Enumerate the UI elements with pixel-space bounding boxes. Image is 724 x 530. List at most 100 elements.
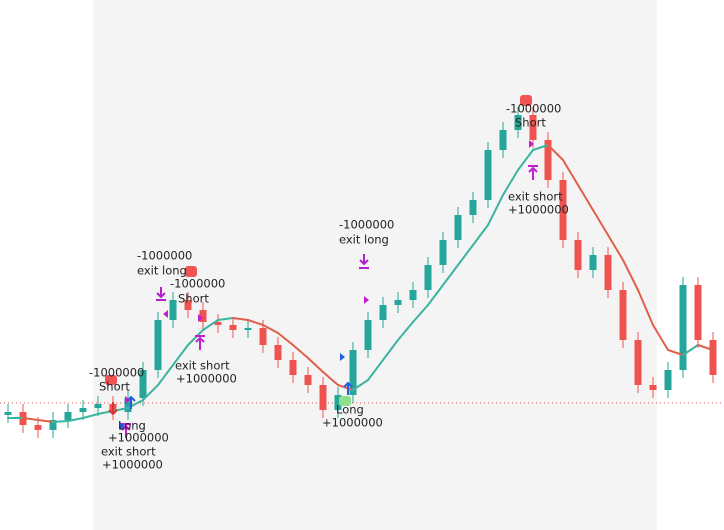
moving-average [607, 234, 624, 261]
candle-body [199, 310, 207, 322]
exit-short-arrow [121, 423, 131, 438]
moving-average [187, 329, 204, 346]
candle-body [139, 370, 147, 398]
long-marker [339, 396, 351, 406]
moving-average [472, 224, 489, 246]
moving-average [142, 384, 159, 401]
moving-average [622, 259, 639, 291]
candle-body [259, 328, 267, 345]
moving-average [337, 384, 354, 391]
signal-label: +1000000 [102, 458, 163, 472]
signal-label: -1000000 [506, 102, 561, 116]
candle-body [679, 285, 687, 370]
signal-markers [105, 95, 538, 438]
signal-label: -1000000 [137, 249, 192, 263]
moving-average [547, 144, 564, 161]
moving-average [577, 184, 594, 211]
candle-body [124, 398, 132, 412]
candle-body [409, 290, 417, 300]
candle-body [619, 290, 627, 340]
candle-body [334, 395, 342, 410]
candle-body [79, 408, 87, 412]
moving-average [262, 324, 279, 334]
signal-label: Short [515, 116, 546, 130]
moving-average [217, 317, 234, 321]
signal-label: exit long [339, 233, 389, 247]
signal-label: +1000000 [508, 203, 569, 217]
candle-body [4, 412, 12, 415]
exit-long-arrow [359, 254, 369, 269]
candle-body [604, 255, 612, 290]
moving-average [502, 169, 519, 196]
candle-body [169, 300, 177, 320]
moving-average [202, 319, 219, 331]
moving-average [322, 371, 339, 386]
candle-body [559, 180, 567, 240]
candle-body [379, 305, 387, 320]
moving-average [277, 332, 294, 346]
candle-body [469, 200, 477, 215]
moving-average [562, 159, 579, 186]
signal-label: -1000000 [89, 366, 144, 380]
moving-average [82, 413, 99, 419]
candle-body [649, 385, 657, 390]
short-marker [185, 266, 197, 277]
candle-body [454, 215, 462, 240]
candle-body [34, 425, 42, 430]
candle-body [364, 320, 372, 350]
moving-average [172, 344, 189, 366]
moving-average [487, 194, 504, 226]
moving-average [367, 359, 384, 381]
signal-label: Short [178, 292, 209, 306]
signal-label: Long [118, 419, 146, 433]
moving-average [232, 317, 249, 321]
moving-average [517, 149, 534, 171]
candle-body [274, 345, 282, 360]
signal-label: Long [336, 403, 364, 417]
moving-average [637, 289, 654, 326]
moving-average [427, 284, 444, 306]
signal-label: -1000000 [170, 277, 225, 291]
candle-body [709, 340, 717, 375]
signal-label: exit long [137, 264, 187, 278]
moving-average [682, 344, 699, 356]
signal-label: Short [99, 380, 130, 394]
moving-average [532, 144, 549, 151]
moving-average [397, 321, 414, 341]
candle-body [589, 255, 597, 270]
moving-average [67, 417, 84, 422]
moving-average [352, 379, 369, 391]
candle-body [694, 285, 702, 340]
moving-average [697, 344, 714, 351]
candle-body [424, 265, 432, 290]
marks [0, 107, 724, 438]
session-highlight [93, 0, 657, 530]
candle-body [244, 328, 252, 330]
signal-label: exit short [175, 359, 230, 373]
candle-body [439, 240, 447, 265]
candle-body [349, 350, 357, 395]
candle-body [664, 370, 672, 390]
moving-average [52, 420, 69, 423]
moving-average [592, 209, 609, 236]
candle-body [184, 300, 192, 310]
moving-average [247, 319, 264, 326]
candle-body [544, 140, 552, 180]
moving-average [457, 244, 474, 266]
exit-short-arrow [528, 165, 538, 180]
candle-body [514, 115, 522, 130]
candle-body [634, 340, 642, 385]
candle-body [394, 300, 402, 305]
candle-body [64, 412, 72, 420]
exit-short-arrow [195, 335, 205, 350]
signal-label: exit short [101, 445, 156, 459]
candle-body [154, 320, 162, 370]
moving-average [22, 417, 39, 421]
moving-average [667, 349, 684, 356]
moving-average [157, 364, 174, 386]
signal-label: +1000000 [108, 431, 169, 445]
moving-average [442, 264, 459, 286]
short-arrow [108, 402, 118, 416]
moving-average [382, 339, 399, 361]
signal-label: +1000000 [322, 416, 383, 430]
